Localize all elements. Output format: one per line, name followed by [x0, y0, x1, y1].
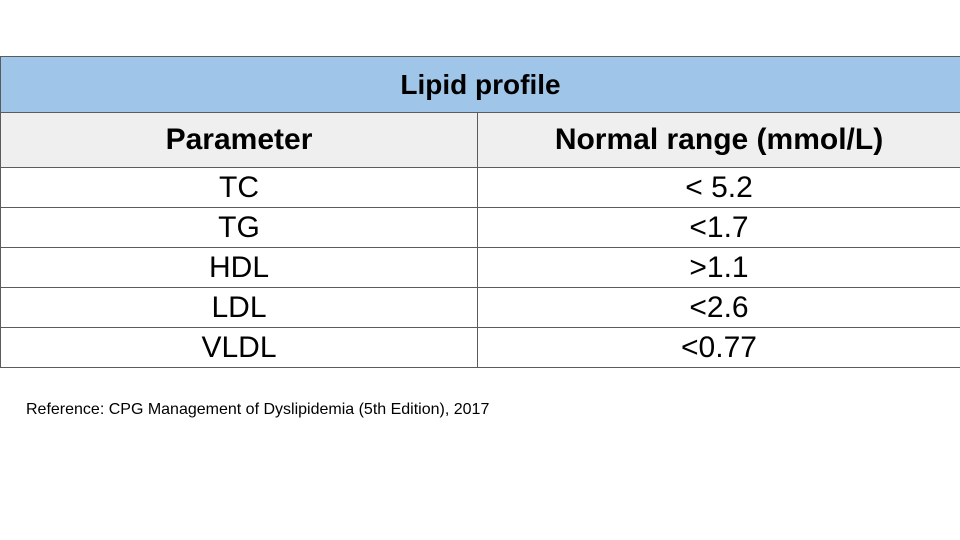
range-cell: < 5.2: [477, 167, 960, 208]
range-cell: <0.77: [477, 327, 960, 368]
parameter-cell: TG: [0, 207, 478, 248]
range-cell: >1.1: [477, 247, 960, 288]
table-row: LDL <2.6: [0, 287, 960, 328]
column-header-normal-range: Normal range (mmol/L): [477, 112, 960, 168]
table-row: TC < 5.2: [0, 167, 960, 208]
table-row: TG <1.7: [0, 207, 960, 248]
table-row: VLDL <0.77: [0, 327, 960, 368]
table-title-row: Lipid profile: [0, 56, 960, 113]
parameter-cell: TC: [0, 167, 478, 208]
reference-note: Reference: CPG Management of Dyslipidemi…: [26, 401, 490, 418]
table-row: HDL >1.1: [0, 247, 960, 288]
column-header-parameter: Parameter: [0, 112, 478, 168]
parameter-cell: VLDL: [0, 327, 478, 368]
parameter-cell: LDL: [0, 287, 478, 328]
table-title: Lipid profile: [0, 56, 960, 113]
lipid-profile-table: Lipid profile Parameter Normal range (mm…: [0, 56, 960, 368]
parameter-cell: HDL: [0, 247, 478, 288]
range-cell: <1.7: [477, 207, 960, 248]
range-cell: <2.6: [477, 287, 960, 328]
table-header-row: Parameter Normal range (mmol/L): [0, 112, 960, 168]
